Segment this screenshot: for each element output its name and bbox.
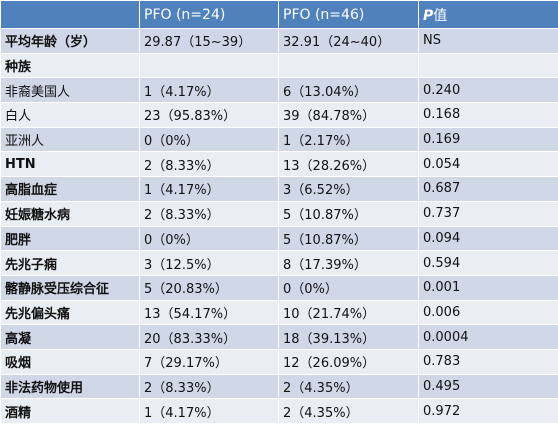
cell-pfo-24: 2（8.33%） xyxy=(139,373,279,400)
table-row: 肥胖 0（0%） 5（10.87%） 0.094 xyxy=(0,225,558,252)
cell-p-value: 0.687 xyxy=(418,176,558,202)
row-label: 非裔美国人 xyxy=(0,77,140,104)
row-label: 白人 xyxy=(0,102,140,128)
cell-pfo-24: 23（95.83%） xyxy=(139,102,279,128)
row-label: HTN xyxy=(0,151,140,178)
row-label: 髂静脉受压综合征 xyxy=(0,274,140,301)
row-label: 种族 xyxy=(0,52,140,79)
table-row: HTN 2（8.33%） 13（28.26%） 0.054 xyxy=(0,151,558,178)
row-label: 非法药物使用 xyxy=(0,373,140,400)
cell-pfo-46: 13（28.26%） xyxy=(278,151,419,178)
cell-pfo-24: 0（0%） xyxy=(139,126,279,153)
row-label: 亚洲人 xyxy=(0,126,140,153)
row-label: 肥胖 xyxy=(0,225,140,252)
cell-pfo-24: 1（4.17%） xyxy=(139,176,279,202)
row-label: 高脂血症 xyxy=(0,176,140,202)
cell-pfo-46: 6（13.04%） xyxy=(278,77,419,104)
cell-pfo-24: 1（4.17%） xyxy=(139,77,279,104)
cell-pfo-46: 12（26.09%） xyxy=(278,348,419,375)
table-row: 白人 23（95.83%） 39（84.78%） 0.168 xyxy=(0,102,558,128)
cell-p-value: 0.594 xyxy=(418,250,558,276)
cell-p-value: 0.495 xyxy=(418,373,558,400)
row-label: 平均年龄（岁） xyxy=(0,28,140,54)
row-label: 酒精 xyxy=(0,398,140,424)
cell-p-value: 0.240 xyxy=(418,77,558,104)
table-row: 髂静脉受压综合征 5（20.83%） 0（0%） 0.001 xyxy=(0,274,558,301)
cell-pfo-46: 32.91（24~40） xyxy=(278,28,419,54)
table-row: 种族 xyxy=(0,52,558,79)
header-pfo-46: PFO (n=46) xyxy=(278,0,419,29)
cell-p-value: 0.094 xyxy=(418,225,558,252)
cell-pfo-24: 20（83.33%） xyxy=(139,324,279,350)
cell-p-value: 0.0004 xyxy=(418,324,558,350)
table-row: 妊娠糖水病 2（8.33%） 5（10.87%） 0.737 xyxy=(0,200,558,227)
table-row: 吸烟 7（29.17%） 12（26.09%） 0.783 xyxy=(0,348,558,375)
row-label: 妊娠糖水病 xyxy=(0,200,140,227)
row-label: 吸烟 xyxy=(0,348,140,375)
table-row: 高脂血症 1（4.17%） 3（6.52%） 0.687 xyxy=(0,176,558,202)
header-p-italic: P xyxy=(423,7,434,24)
cell-pfo-24: 29.87（15~39） xyxy=(139,28,279,54)
table-row: 先兆子痫 3（12.5%） 8（17.39%） 0.594 xyxy=(0,250,558,276)
row-label: 先兆子痫 xyxy=(0,250,140,276)
table-header-row: PFO (n=24) PFO (n=46) P值 xyxy=(0,0,558,29)
cell-p-value: 0.737 xyxy=(418,200,558,227)
table-row: 高凝 20（83.33%） 18（39.13%） 0.0004 xyxy=(0,324,558,350)
cell-p-value: 0.783 xyxy=(418,348,558,375)
cell-pfo-24: 5（20.83%） xyxy=(139,274,279,301)
cell-pfo-24: 0（0%） xyxy=(139,225,279,252)
table-row: 亚洲人 0（0%） 1（2.17%） 0.169 xyxy=(0,126,558,153)
cell-pfo-46 xyxy=(278,52,419,79)
table-row: 酒精 1（4.17%） 2（4.35%） 0.972 xyxy=(0,398,558,424)
header-p-value: P值 xyxy=(418,0,558,29)
table-row: 平均年龄（岁） 29.87（15~39） 32.91（24~40） NS xyxy=(0,28,558,54)
cell-pfo-46: 5（10.87%） xyxy=(278,200,419,227)
row-label: 高凝 xyxy=(0,324,140,350)
table-row: 先兆偏头痛 13（54.17%） 10（21.74%） 0.006 xyxy=(0,299,558,326)
header-p-rest: 值 xyxy=(433,7,448,24)
cell-p-value: 0.006 xyxy=(418,299,558,326)
header-pfo-24: PFO (n=24) xyxy=(139,0,279,29)
cell-pfo-46: 18（39.13%） xyxy=(278,324,419,350)
cell-pfo-24: 13（54.17%） xyxy=(139,299,279,326)
header-blank-cell xyxy=(0,0,140,29)
cell-pfo-46: 3（6.52%） xyxy=(278,176,419,202)
cell-pfo-24: 3（12.5%） xyxy=(139,250,279,276)
cell-pfo-24: 1（4.17%） xyxy=(139,398,279,424)
row-label: 先兆偏头痛 xyxy=(0,299,140,326)
cell-p-value: 0.001 xyxy=(418,274,558,301)
cell-pfo-46: 10（21.74%） xyxy=(278,299,419,326)
cell-p-value: NS xyxy=(418,28,558,54)
cell-pfo-46: 5（10.87%） xyxy=(278,225,419,252)
cell-p-value: 0.054 xyxy=(418,151,558,178)
cell-p-value xyxy=(418,52,558,79)
cell-pfo-46: 0（0%） xyxy=(278,274,419,301)
cell-pfo-46: 39（84.78%） xyxy=(278,102,419,128)
table-row: 非裔美国人 1（4.17%） 6（13.04%） 0.240 xyxy=(0,77,558,104)
cell-pfo-46: 2（4.35%） xyxy=(278,398,419,424)
table-row: 非法药物使用 2（8.33%） 2（4.35%） 0.495 xyxy=(0,373,558,400)
cell-p-value: 0.169 xyxy=(418,126,558,153)
cell-pfo-46: 1（2.17%） xyxy=(278,126,419,153)
cell-pfo-24: 2（8.33%） xyxy=(139,200,279,227)
cell-pfo-24 xyxy=(139,52,279,79)
cell-pfo-24: 2（8.33%） xyxy=(139,151,279,178)
cell-p-value: 0.168 xyxy=(418,102,558,128)
cell-pfo-24: 7（29.17%） xyxy=(139,348,279,375)
cell-pfo-46: 8（17.39%） xyxy=(278,250,419,276)
cell-pfo-46: 2（4.35%） xyxy=(278,373,419,400)
cell-p-value: 0.972 xyxy=(418,398,558,424)
